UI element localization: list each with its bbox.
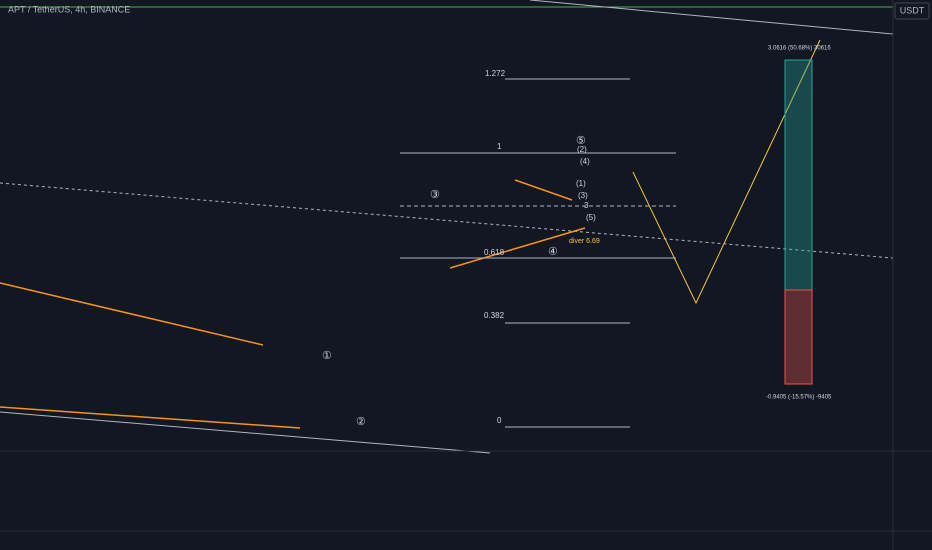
fib-label: 1.272 — [485, 69, 506, 78]
wave-label: 3 — [584, 201, 589, 210]
fib-label: 1 — [497, 142, 502, 151]
wave-label: ④ — [548, 246, 558, 258]
chart-title: APT / TetherUS, 4h, BINANCE — [8, 4, 130, 14]
wave-label: (5) — [586, 213, 596, 222]
wave-label: ⑤ — [576, 135, 586, 147]
drawings — [0, 0, 894, 454]
trend-line — [0, 182, 894, 259]
trend-line — [529, 0, 894, 35]
long-stop — [784, 289, 813, 385]
fib-label: 0.382 — [484, 311, 505, 320]
trend-line — [449, 227, 586, 269]
wave-label: (2) — [577, 145, 587, 154]
annotations: APT / TetherUS, 4h, BINANCE 1.272 1 0.61… — [8, 4, 832, 428]
long-target — [784, 59, 813, 291]
target-label: 3.0616 (50.68%) 30616 — [768, 46, 831, 52]
trend-line — [0, 282, 264, 346]
wave-label: ③ — [430, 189, 440, 201]
trend-line — [0, 406, 301, 429]
wave-label: ① — [322, 350, 332, 362]
currency-box[interactable] — [894, 2, 930, 20]
fib-label: 0 — [497, 416, 502, 425]
fib-label: 0.618 — [484, 248, 505, 257]
trend-line — [514, 179, 573, 201]
wave-label: ② — [356, 416, 366, 428]
wave-label: (3) — [578, 191, 588, 200]
currency[interactable]: USDT — [900, 5, 925, 15]
stop-label: -0.9405 (-15.57%) -9405 — [766, 395, 832, 401]
wave-label: (1) — [576, 179, 586, 188]
wave-label: (4) — [580, 157, 590, 166]
trend-line — [0, 411, 491, 454]
divergence-label: diver 6.69 — [569, 238, 600, 245]
projection — [632, 39, 821, 305]
